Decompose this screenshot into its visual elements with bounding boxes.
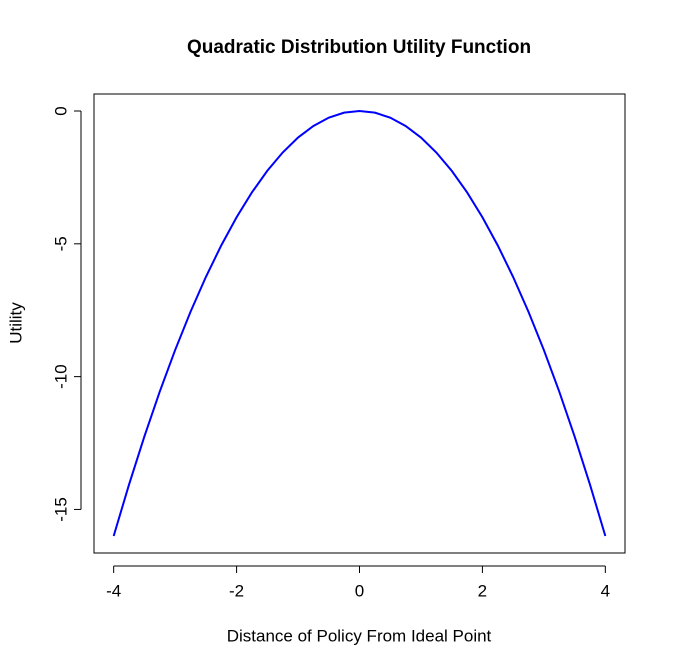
x-tick-label: -2 [229, 581, 244, 600]
chart-title: Quadratic Distribution Utility Function [187, 37, 531, 58]
y-axis-label: Utility [6, 302, 25, 344]
x-tick-label: 0 [355, 581, 364, 600]
x-tick-label: -4 [106, 581, 121, 600]
plot-box [93, 93, 626, 554]
x-tick-label: 4 [601, 581, 610, 600]
x-tick-label: 2 [478, 581, 487, 600]
data-line [112, 109, 607, 537]
y-tick-label: -10 [51, 364, 70, 389]
y-tick-label: -15 [51, 497, 70, 522]
y-tick-label: -5 [51, 236, 70, 251]
y-tick-label: 0 [51, 106, 70, 115]
x-axis-label: Distance of Policy From Ideal Point [227, 626, 492, 645]
